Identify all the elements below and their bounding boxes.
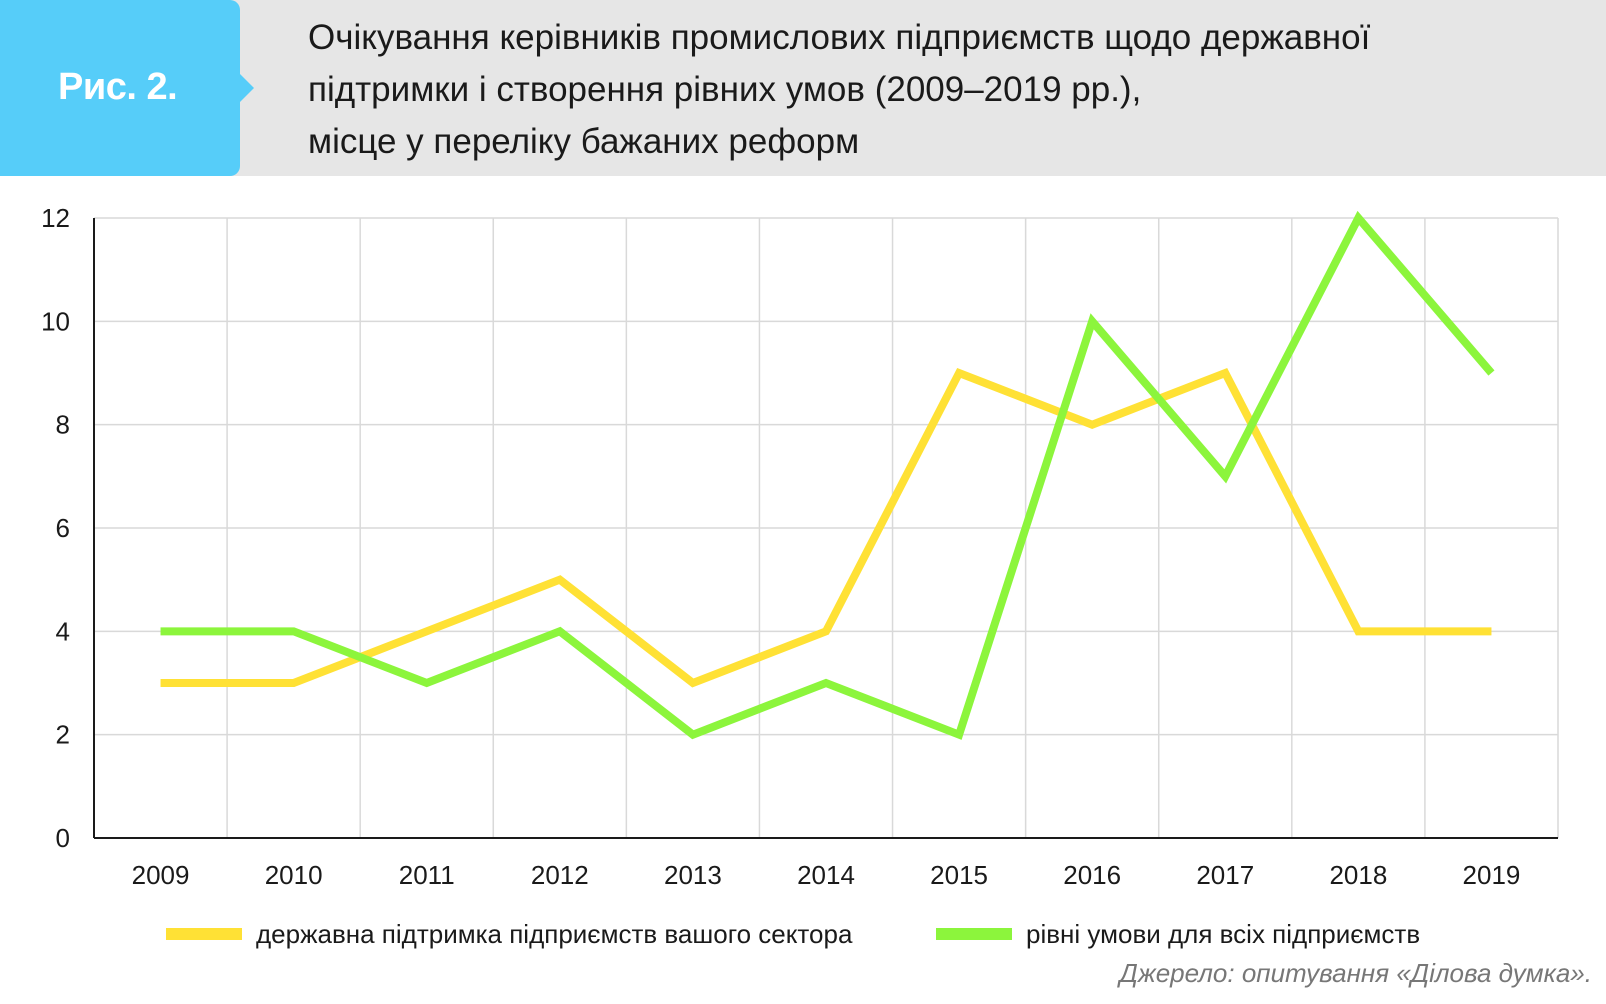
legend-item-equal-conditions: рівні умови для всіх підприємств [936,914,1420,954]
x-tick-label: 2013 [664,860,722,890]
legend-swatch [166,928,242,940]
x-tick-label: 2014 [797,860,855,890]
figure-badge: Рис. 2. [0,0,254,176]
y-tick-label: 4 [56,616,70,646]
legend-item-state-support: державна підтримка підприємств вашого се… [166,914,852,954]
chart-area: 0 2 4 6 8 10 12 2009 2010 2011 2012 2013 2014 2015 20… [0,176,1606,896]
x-tick-label: 2015 [930,860,988,890]
chart-title-line: підтримки і створення рівних умов (2009–… [308,70,1142,109]
y-tick-label: 2 [56,720,70,750]
x-tick-label: 2018 [1329,860,1387,890]
series [160,210,1495,740]
grid [94,217,1559,838]
x-tick-label: 2011 [399,860,455,890]
series-line-1 [160,210,1495,740]
figure-label: Рис. 2. [58,66,178,108]
chart-title-line: місце у переліку бажаних реформ [308,122,860,161]
legend: державна підтримка підприємств вашого се… [0,914,1606,954]
x-tick-label: 2010 [265,860,323,890]
y-tick-label: 6 [56,513,70,543]
y-axis-ticks: 0 2 4 6 8 10 12 [41,203,70,853]
legend-swatch [936,928,1012,940]
source-note: Джерело: опитування «Ділова думка». [1119,958,1592,988]
y-tick-label: 0 [56,823,70,853]
x-axis-ticks: 2009 2010 2011 2012 2013 2014 2015 2016 2017 2018… [132,860,1521,890]
chart-title-line: Очікування керівників промислових підпри… [308,18,1371,57]
x-tick-label: 2017 [1196,860,1254,890]
legend-label: державна підтримка підприємств вашого се… [256,918,853,949]
y-tick-label: 8 [56,410,70,440]
y-tick-label: 10 [41,306,70,336]
x-tick-label: 2016 [1063,860,1121,890]
axes [93,218,1558,839]
figure-header: Рис. 2. Очікування керівників промислови… [0,0,1606,176]
legend-label: рівні умови для всіх підприємств [1026,918,1421,949]
chart-title: Очікування керівників промислових підпри… [308,12,1578,168]
x-tick-label: 2012 [531,860,589,890]
x-tick-label: 2009 [132,860,190,890]
x-tick-label: 2019 [1463,860,1521,890]
y-tick-label: 12 [41,203,70,233]
series-line-0 [160,367,1492,688]
